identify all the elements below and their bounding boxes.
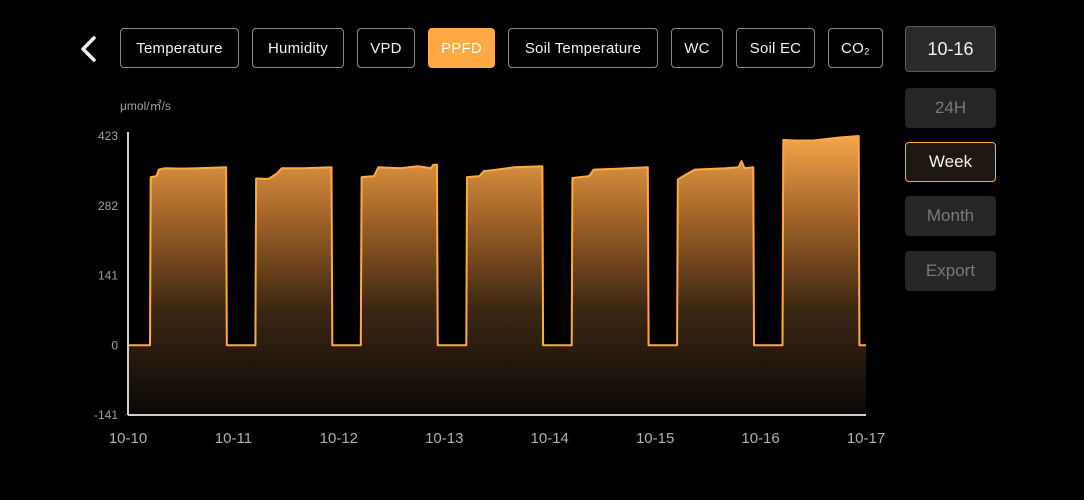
y-tick-label: 141 <box>98 269 118 283</box>
ppfd-chart: μmol/㎡/s 423 282 141 0 -141 10-10 10-11 10-12 1… <box>94 99 885 447</box>
tab-temperature[interactable]: Temperature <box>120 28 239 68</box>
tab-co2[interactable]: CO₂ <box>828 28 883 68</box>
x-tick-label: 10-17 <box>847 430 885 447</box>
y-tick-label: 0 <box>111 338 118 352</box>
ppfd-area-fill <box>128 136 866 415</box>
y-tick-label: 282 <box>98 199 118 213</box>
x-tick-label: 10-14 <box>531 430 569 447</box>
x-tick-label: 10-16 <box>741 430 779 447</box>
x-tick-label: 10-12 <box>320 430 358 447</box>
sensor-tabs: Temperature Humidity VPD PPFD Soil Tempe… <box>0 28 900 70</box>
chevron-left-icon <box>81 36 96 62</box>
x-tick-label: 10-11 <box>215 430 252 447</box>
x-tick-label: 10-10 <box>109 430 147 447</box>
back-button[interactable] <box>72 30 108 68</box>
tab-soil-temperature[interactable]: Soil Temperature <box>508 28 658 68</box>
chart-canvas: 423 282 141 0 -141 10-10 10-11 10-12 10-13 10-14… <box>94 129 885 447</box>
y-tick-label: 423 <box>98 129 118 143</box>
tab-humidity[interactable]: Humidity <box>252 28 344 68</box>
x-tick-label: 10-15 <box>636 430 674 447</box>
date-picker-button[interactable]: 10-16 <box>905 26 996 72</box>
range-month-button[interactable]: Month <box>905 196 996 236</box>
x-tick-label: 10-13 <box>425 430 463 447</box>
range-week-button[interactable]: Week <box>905 142 996 182</box>
tab-ppfd[interactable]: PPFD <box>428 28 495 68</box>
y-axis-unit-label: μmol/㎡/s <box>120 99 171 113</box>
range-24h-button[interactable]: 24H <box>905 88 996 128</box>
export-button[interactable]: Export <box>905 251 996 291</box>
tab-soil-ec[interactable]: Soil EC <box>736 28 815 68</box>
tab-vpd[interactable]: VPD <box>357 28 415 68</box>
ppfd-series-line <box>128 135 866 347</box>
tab-wc[interactable]: WC <box>671 28 723 68</box>
y-tick-label: -141 <box>94 408 118 422</box>
